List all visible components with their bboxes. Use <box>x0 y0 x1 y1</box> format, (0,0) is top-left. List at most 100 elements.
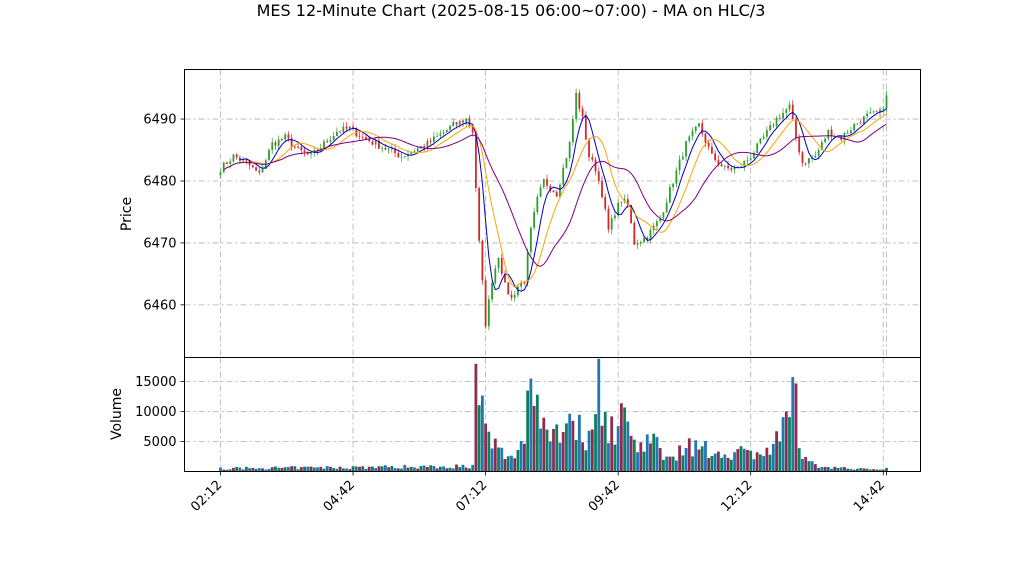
candle-body <box>326 141 329 143</box>
candle-body <box>491 283 493 300</box>
volume-bar <box>804 456 808 472</box>
volume-bar <box>723 454 727 472</box>
candle-body <box>523 282 526 284</box>
candle-body <box>698 123 700 127</box>
candle-body <box>293 146 296 148</box>
candle-body <box>555 192 558 197</box>
volume-bar <box>296 469 300 472</box>
volume-bar <box>445 468 449 472</box>
time-tick-label: 09:42 <box>586 478 623 515</box>
volume-bar <box>477 405 481 472</box>
volume-bar <box>332 468 336 472</box>
candle-body <box>688 136 691 141</box>
volume-bar <box>309 466 313 472</box>
candle-body <box>348 126 351 129</box>
volume-bar <box>561 431 565 472</box>
candle-body <box>546 179 548 186</box>
candle-body <box>630 205 632 224</box>
candle-body <box>449 126 451 130</box>
candle-body <box>817 149 820 156</box>
candle-body <box>882 108 885 110</box>
candle-body <box>394 148 396 154</box>
candle-body <box>691 130 694 137</box>
candle-body <box>801 152 804 163</box>
volume-bar <box>746 449 749 472</box>
volume-bar <box>794 383 798 472</box>
candle-body <box>791 104 794 119</box>
volume-bar <box>878 469 882 472</box>
candle-body <box>261 168 264 173</box>
volume-bar <box>684 448 688 472</box>
volume-bar <box>416 468 420 472</box>
candle-body <box>707 142 710 147</box>
candle-body <box>681 156 684 160</box>
candle-body <box>297 146 299 148</box>
volume-bar <box>351 466 355 472</box>
price-y-axis: 6460 6470 6480 6490 <box>143 113 185 313</box>
candle-body <box>559 184 561 197</box>
volume-bar <box>497 447 500 472</box>
time-x-axis: 02:12 04:42 07:12 09:42 12:12 14:42 <box>188 471 888 515</box>
candle-body <box>846 132 849 134</box>
candle-body <box>672 183 675 188</box>
candle-body <box>604 197 607 209</box>
volume-bar <box>487 431 491 472</box>
volume-bar <box>791 377 795 472</box>
candle-body <box>229 161 232 164</box>
volume-bar <box>649 443 652 472</box>
candle-body <box>743 160 746 167</box>
candle-body <box>610 218 613 230</box>
volume-bar <box>286 467 290 472</box>
volume-bar <box>429 465 433 472</box>
candle-body <box>656 221 658 226</box>
volume-bar <box>464 467 468 472</box>
volume-bar <box>590 429 594 472</box>
volume-bar <box>358 466 361 472</box>
moving-average-lines <box>223 108 887 292</box>
candle-body <box>588 139 590 158</box>
volume-bar <box>371 466 374 472</box>
volume-bar <box>409 466 413 472</box>
volume-bar <box>403 464 407 472</box>
volume-bar <box>729 459 733 472</box>
candle-body <box>268 150 270 161</box>
candle-body <box>581 108 584 117</box>
volume-bar <box>778 441 782 472</box>
volume-bar <box>872 469 875 472</box>
candle-body <box>643 237 645 242</box>
volume-bar <box>341 468 345 472</box>
volume-bar <box>438 466 442 472</box>
volume-bar <box>881 469 885 472</box>
candle-body <box>258 170 261 173</box>
candle-body <box>875 111 878 113</box>
price-panel-frame <box>184 69 921 358</box>
volume-bar <box>516 449 520 472</box>
volume-bar <box>697 449 701 472</box>
price-tick-label: 6470 <box>143 236 176 251</box>
volume-bar <box>716 451 720 472</box>
volume-bar <box>668 456 672 472</box>
volume-bar <box>380 466 384 472</box>
volume-bar <box>228 469 232 472</box>
volume-bar <box>348 469 352 472</box>
volume-bar <box>244 466 248 472</box>
volume-bar <box>862 468 866 472</box>
volume-bar <box>270 467 274 472</box>
candle-body <box>452 121 455 127</box>
volume-bar <box>707 457 711 472</box>
volume-bar <box>577 414 581 472</box>
volume-bar <box>493 438 497 472</box>
candle-body <box>772 125 775 127</box>
volume-bar <box>733 452 736 472</box>
candle-body <box>685 140 687 157</box>
candle-body <box>332 136 335 141</box>
volume-bar <box>775 431 778 472</box>
volume-bar <box>316 467 319 472</box>
ma-mid-line <box>223 113 887 288</box>
volume-bar <box>293 466 297 472</box>
volume-bar <box>571 420 575 472</box>
candle-body <box>804 162 807 164</box>
candle-body <box>678 159 681 171</box>
volume-bar <box>681 455 685 472</box>
